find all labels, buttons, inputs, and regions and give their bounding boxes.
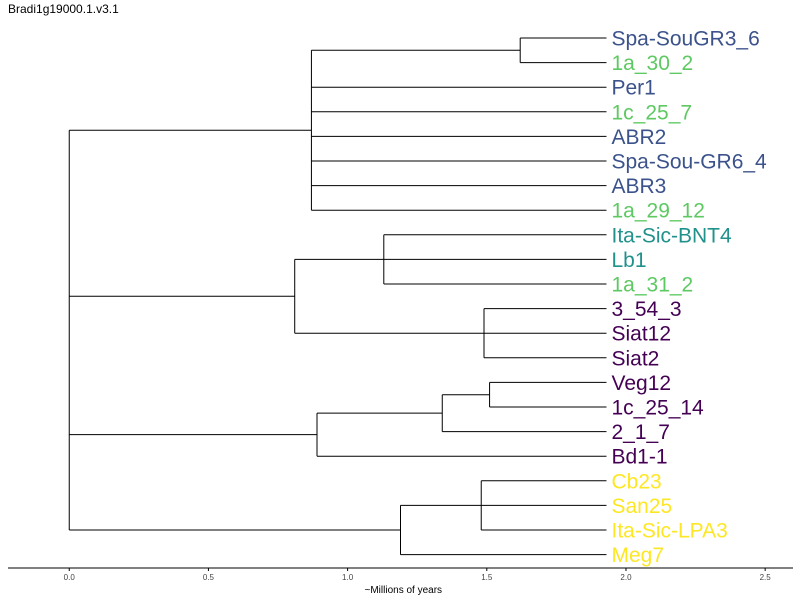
x-tick-label: 2.0 bbox=[620, 573, 632, 582]
leaf-label: Ita-Sic-LPA3 bbox=[611, 520, 727, 543]
leaf-label: Lb1 bbox=[611, 249, 646, 272]
x-tick-label: 0.5 bbox=[203, 573, 215, 582]
leaf-labels: Spa-SouGR3_61a_30_2Per11c_25_7ABR2Spa-So… bbox=[611, 28, 767, 568]
leaf-label: 1c_25_7 bbox=[611, 101, 692, 124]
leaf-label: Meg7 bbox=[611, 544, 664, 567]
x-tick-label: 2.5 bbox=[760, 573, 772, 582]
figure-title: Bradi1g19000.1.v3.1 bbox=[8, 2, 119, 16]
leaf-label: Ita-Sic-BNT4 bbox=[611, 224, 732, 247]
x-axis: ~Millions of years 0.0 0.5 1.0 1.5 2.0 2.5 bbox=[8, 567, 793, 596]
leaf-label: San25 bbox=[611, 495, 672, 518]
leaf-label: 1c_25_14 bbox=[611, 397, 704, 420]
leaf-label: ABR3 bbox=[611, 175, 666, 198]
x-axis-label: ~Millions of years bbox=[365, 585, 443, 596]
x-tick-label: 0.0 bbox=[64, 573, 76, 582]
leaf-label: 1a_31_2 bbox=[611, 274, 693, 297]
leaf-label: Veg12 bbox=[611, 372, 671, 395]
leaf-label: ABR2 bbox=[611, 126, 666, 149]
leaf-label: 3_54_3 bbox=[611, 298, 681, 321]
leaf-label: 2_1_7 bbox=[611, 421, 669, 444]
x-tick-label: 1.0 bbox=[342, 573, 354, 582]
leaf-label: Spa-SouGR3_6 bbox=[611, 28, 759, 51]
leaf-label: 1a_30_2 bbox=[611, 52, 693, 75]
leaf-label: 1a_29_12 bbox=[611, 200, 704, 223]
tree-branches bbox=[68, 37, 607, 556]
leaf-label: Per1 bbox=[611, 77, 655, 100]
leaf-label: Bd1-1 bbox=[611, 446, 667, 469]
leaf-label: Siat2 bbox=[611, 347, 659, 370]
leaf-label: Spa-Sou-GR6_4 bbox=[611, 151, 767, 174]
x-tick-label: 1.5 bbox=[481, 573, 493, 582]
leaf-label: Siat12 bbox=[611, 323, 671, 346]
leaf-label: Cb23 bbox=[611, 470, 661, 493]
